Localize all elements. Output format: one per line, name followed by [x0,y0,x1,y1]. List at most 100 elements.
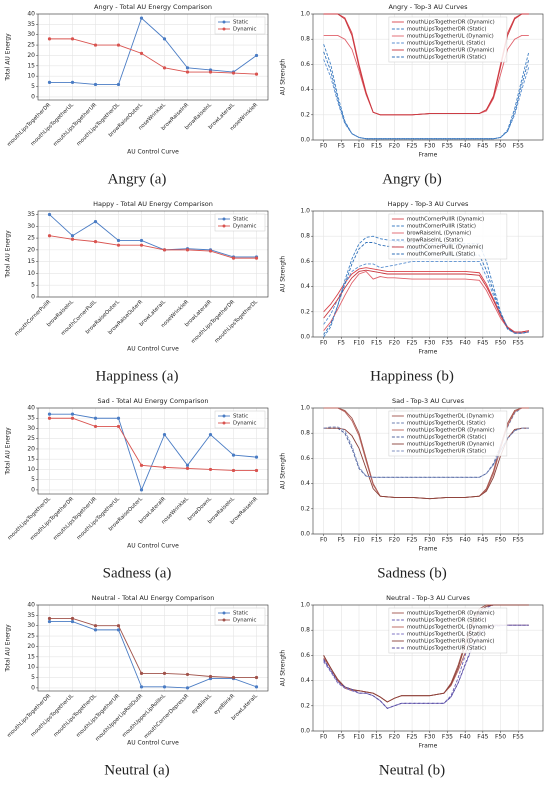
series-line [323,267,529,333]
x-tick-label: F35 [442,340,453,347]
series-line [323,51,530,140]
plot-frame [312,407,544,535]
y-tick-label: 0.0 [300,334,310,341]
y-axis-label: AU Strength [280,59,287,96]
caption: Neutral (a) [104,762,169,778]
point [116,243,121,247]
x-tick-label: F30 [424,537,435,544]
y-tick-label: 40 [27,405,35,412]
x-tick-label: F0 [320,143,327,150]
x-tick-label: F25 [407,537,418,544]
x-tick-label: F35 [442,734,453,741]
x-tick-label: F30 [424,734,435,741]
point [93,628,98,632]
x-tick-label: eyeBlinkL [191,693,213,715]
chart-title: Sad - Total AU Energy Comparison [98,397,209,405]
legend-label: mouthCornerPullL (Static) [407,252,475,258]
y-tick-label: 35 [27,415,35,422]
point [70,616,75,621]
legend-label: mouthLipsTogetherDL (Dynamic) [407,414,494,420]
y-tick-label: 20 [27,52,35,59]
point [47,616,52,621]
y-tick-label: 25 [27,42,35,49]
point [93,416,98,420]
y-axis-label: Total AU Energy [5,33,12,82]
y-tick-label: 10 [27,270,35,277]
chart: Happy - Top-3 AU Curves AU Strength Frame H… [280,200,544,384]
x-tick-label: mouthLipsTogetherUR [52,102,98,148]
series-line [323,59,530,140]
series-line [49,214,257,258]
legend-label: mouthCornerPullR (Dynamic) [407,217,484,223]
point [47,412,52,416]
y-tick-label: 30 [27,425,35,432]
point [162,66,167,70]
point [70,80,75,84]
point [93,240,98,244]
chart-title: Neutral - Total AU Energy Comparison [92,594,215,602]
x-axis-label: AU Control Curve [127,740,179,747]
point [208,467,213,472]
x-tick-label: mouthCornerDepressR [143,693,190,740]
plot-frame [37,210,269,298]
point [116,238,121,243]
legend-label: mouthLipsTogetherUR (Static) [407,449,486,455]
legend-marker [222,611,226,615]
x-tick-label: eyeBlinkR [213,693,236,716]
point [231,71,236,75]
x-tick-label: mouthLipsTogetherDL [7,496,52,541]
legend-label: Dynamic [233,27,256,33]
point [93,43,98,47]
point [139,238,144,243]
x-tick-label: mouthLipsTogetherDL [214,299,259,344]
point [162,37,167,41]
plot-frame [312,210,544,338]
point [93,82,98,87]
y-tick-label: 0.2 [300,702,310,709]
point [162,685,167,689]
legend-marker [222,20,226,24]
y-tick-label: 5 [31,282,35,289]
y-tick-label: 0.0 [300,728,310,735]
point [254,256,259,260]
y-tick-label: 0.4 [300,480,310,487]
x-tick-label: mouthLipsTogetherUL [30,102,75,147]
y-tick-label: 1.0 [300,405,310,412]
point [116,43,121,47]
point [70,234,75,238]
point [185,672,190,677]
y-tick-label: 20 [27,445,35,452]
x-tick-label: F10 [353,537,364,544]
x-tick-label: F10 [353,143,364,150]
legend-label: mouthLipsTogetherDR (Dynamic) [407,20,495,26]
x-tick-label: mouthLipsTogetherDL [53,693,98,738]
y-axis-label: AU Strength [280,256,287,293]
x-tick-label: F0 [320,340,327,347]
point [162,248,167,252]
point [70,37,75,41]
x-tick-label: F50 [495,734,506,741]
y-tick-label: 10 [27,466,35,473]
y-tick-label: 25 [27,633,35,640]
x-tick-label: F10 [353,340,364,347]
legend-label: mouthLipsTogetherDR (Dynamic) [407,428,495,434]
y-tick-label: 0.6 [300,652,310,659]
legend-box [214,16,266,35]
x-tick-label: F45 [477,537,488,544]
point [116,82,121,87]
point [139,463,144,467]
y-axis-label: AU Strength [280,650,287,687]
point [162,465,167,469]
x-tick-label: F45 [477,734,488,741]
legend-label: Static [233,20,248,26]
y-tick-label: 0 [31,294,35,301]
chart: Neutral - Top-3 AU Curves AU Strength Fram… [280,594,544,778]
point [116,416,121,420]
legend-label: mouthLipsTogetherDR (Static) [407,27,487,33]
y-tick-label: 0.0 [300,531,310,538]
x-tick-label: mouthLipsTogetherDR [6,693,52,739]
x-tick-label: mouthCornerPullR [14,299,52,337]
point [70,237,75,241]
series-line [49,417,257,471]
y-tick-label: 40 [27,11,35,18]
